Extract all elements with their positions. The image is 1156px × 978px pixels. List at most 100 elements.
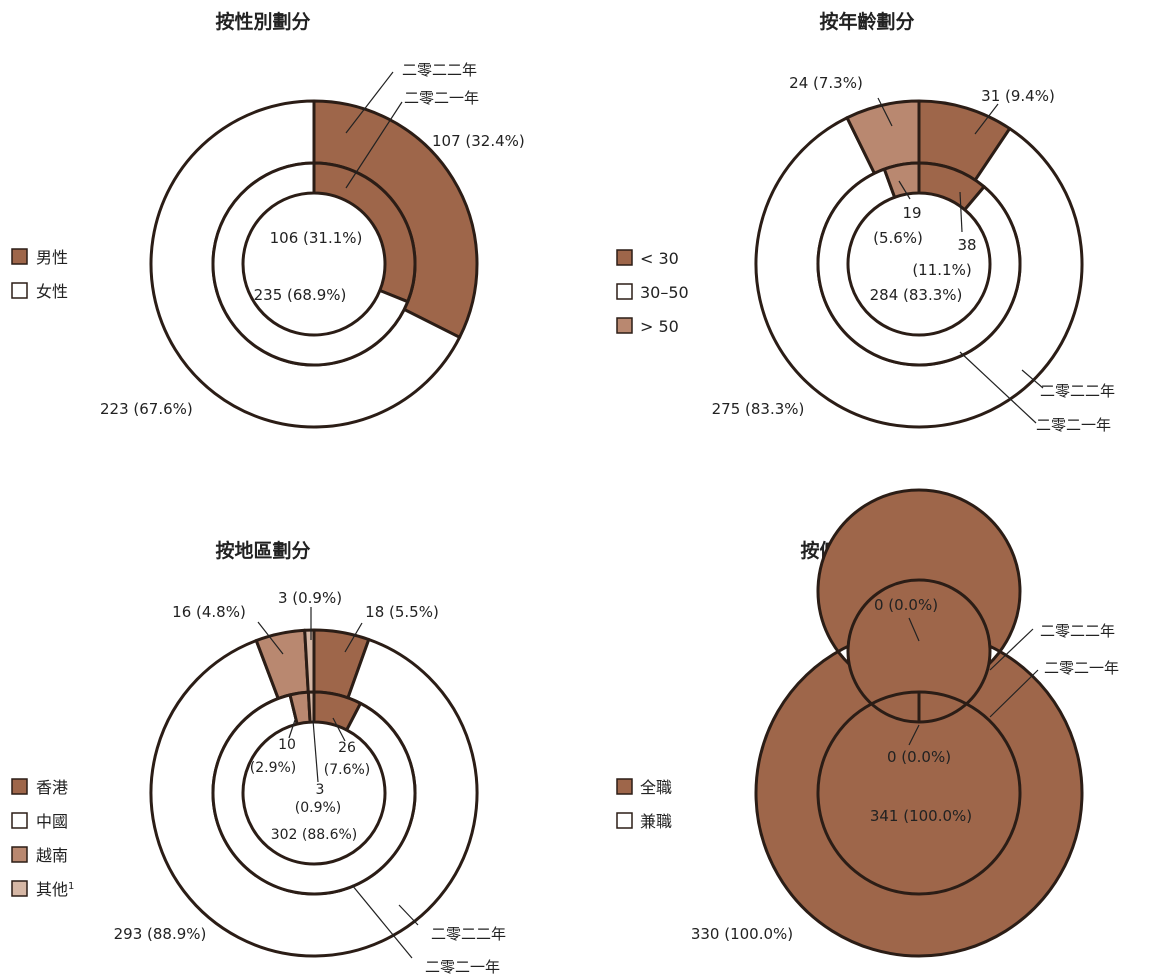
data-label: (0.9%): [295, 800, 342, 816]
data-label: 106 (31.1%): [270, 229, 363, 247]
chart-employment: 按僱傭類別劃分 全職 兼職 二零二二年 二零二一年 0 (0.0%) 0 (0.…: [616, 488, 1119, 958]
chart-title: 按地區劃分: [215, 539, 310, 562]
chart-title: 按年齡劃分: [819, 10, 914, 33]
data-label: 341 (100.0%): [870, 807, 972, 825]
legend-label: 男性: [36, 248, 68, 267]
data-label: 0 (0.0%): [874, 596, 938, 614]
data-label: (2.9%): [250, 760, 297, 776]
legend-swatch-hong-kong: [11, 778, 28, 795]
legend-label: > 50: [640, 317, 679, 336]
donut-gender: [149, 99, 479, 429]
data-label: 16 (4.8%): [172, 603, 246, 621]
legend-label: < 30: [640, 249, 679, 268]
ring-label-outer: 二零二二年: [431, 925, 506, 943]
data-label: 18 (5.5%): [365, 603, 439, 621]
legend-label: 中國: [36, 812, 68, 831]
leader-lines: [877, 97, 1044, 424]
data-label: 19: [902, 204, 921, 222]
donut-region: [149, 628, 479, 958]
donut-employment: [754, 488, 1084, 958]
chart-gender: 按性別劃分 男性 女性 二零二二年 二零二一年 107 (32.4%) 223 …: [11, 10, 525, 429]
data-label: 38: [957, 236, 976, 254]
chart-region: 按地區劃分 香港 中國 越南 其他1 二零二二年 二零二一年 16 (4.8%)…: [11, 539, 506, 976]
data-label: 293 (88.9%): [114, 925, 207, 943]
ring-label-inner: 二零二一年: [404, 89, 479, 107]
legend-label: 兼職: [640, 812, 672, 831]
slice-full-time-2021: [816, 578, 1022, 896]
data-label: 26: [338, 740, 356, 756]
legend: 男性 女性: [11, 248, 68, 301]
legend-swatch-male: [11, 248, 28, 265]
leader-line-part-time-2022: [908, 617, 920, 642]
legend-swatch-over-50: [616, 317, 633, 334]
leader-line-inner-ring: [959, 351, 1037, 424]
slice-others-2021: [306, 690, 316, 724]
ring-label-inner: 二零二一年: [1036, 416, 1111, 434]
data-label: (7.6%): [324, 762, 371, 778]
data-label: 24 (7.3%): [789, 74, 863, 92]
legend-label: 30–50: [640, 283, 689, 302]
legend-label: 越南: [36, 846, 68, 865]
leader-line-vietnam-2022: [257, 621, 284, 655]
leader-line-part-time-2021: [908, 724, 920, 746]
leader-line-over-50-2021: [898, 180, 911, 200]
data-label: (5.6%): [873, 229, 923, 247]
donut-age: [754, 99, 1084, 429]
chart-title: 按性別劃分: [215, 10, 310, 33]
data-label: 330 (100.0%): [691, 925, 793, 943]
leader-lines: [257, 607, 419, 959]
legend: 香港 中國 越南 其他1: [11, 778, 74, 899]
leader-line-vietnam-2021: [288, 719, 296, 739]
leader-line-outer-ring: [398, 904, 419, 926]
data-label: 223 (67.6%): [100, 400, 193, 418]
ring-label-outer: 二零二二年: [1040, 382, 1115, 400]
legend-swatch-vietnam: [11, 846, 28, 863]
leader-line-under-30-2021: [959, 191, 963, 233]
legend-swatch-china: [11, 812, 28, 829]
data-label: 10: [278, 737, 296, 753]
slice-over-50-2021: [882, 161, 921, 199]
leader-line-outer-ring: [1021, 369, 1044, 389]
ring-label-outer: 二零二二年: [402, 61, 477, 79]
legend-swatch-30-50: [616, 283, 633, 300]
data-label: 0 (0.0%): [887, 748, 951, 766]
legend-label: 其他1: [36, 880, 74, 899]
leader-line-under-30-2022: [974, 103, 999, 135]
legend-label: 女性: [36, 282, 68, 301]
slice-30-50-2021: [816, 167, 1022, 367]
ring-label-inner: 二零二一年: [1044, 659, 1119, 677]
leader-line-outer-ring: [989, 628, 1034, 671]
legend-swatch-full-time: [616, 778, 633, 795]
legend-swatch-female: [11, 282, 28, 299]
legend: 全職 兼職: [616, 778, 672, 831]
leader-line-inner-ring: [345, 101, 403, 189]
legend: < 30 30–50 > 50: [616, 249, 689, 336]
ring-label-inner: 二零二一年: [425, 958, 500, 976]
legend-swatch-under-30: [616, 249, 633, 266]
ring-label-outer: 二零二二年: [1040, 622, 1115, 640]
leader-line-hk-2022: [344, 622, 363, 653]
data-label: 235 (68.9%): [254, 286, 347, 304]
slice-china-2021: [211, 693, 417, 896]
data-label: 284 (83.3%): [870, 286, 963, 304]
leader-line-over-50-2022: [877, 97, 893, 127]
leader-lines: [345, 71, 403, 189]
leader-line-inner-ring: [989, 669, 1039, 718]
slice-female-2021: [211, 161, 410, 367]
chart-age: 按年齡劃分 < 30 30–50 > 50 二零二二年 二零二一年 24 (7.…: [616, 10, 1115, 434]
leader-lines: [908, 617, 1039, 746]
data-label: 3 (0.9%): [278, 589, 342, 607]
legend-swatch-part-time: [616, 812, 633, 829]
data-label: 3: [316, 782, 325, 798]
leader-line-others-2021: [312, 719, 319, 783]
legend-label: 香港: [36, 778, 68, 797]
data-label: 275 (83.3%): [712, 400, 805, 418]
data-label: 107 (32.4%): [432, 132, 525, 150]
leader-line-inner-ring: [351, 884, 413, 959]
data-label: 31 (9.4%): [981, 87, 1055, 105]
leader-line-outer-ring: [345, 71, 394, 134]
data-label: 302 (88.6%): [271, 827, 358, 843]
leader-line-hk-2021: [332, 717, 346, 742]
legend-swatch-others: [11, 880, 28, 897]
